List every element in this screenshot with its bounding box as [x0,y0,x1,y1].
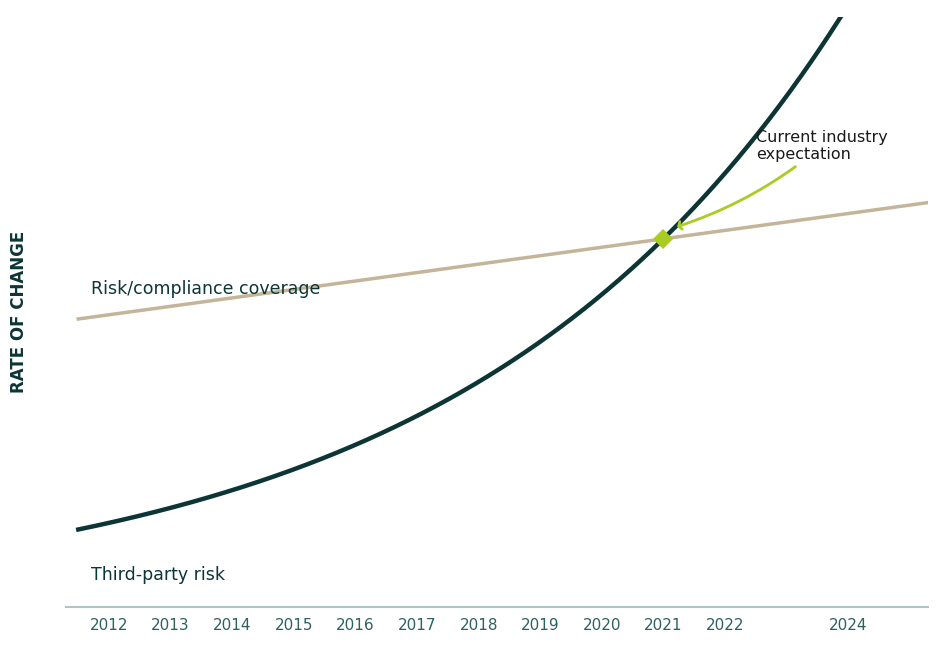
Text: Current industry
expectation: Current industry expectation [678,130,886,229]
Text: Risk/compliance coverage: Risk/compliance coverage [91,280,320,298]
Text: Third-party risk: Third-party risk [91,566,225,584]
Y-axis label: RATE OF CHANGE: RATE OF CHANGE [9,231,27,393]
